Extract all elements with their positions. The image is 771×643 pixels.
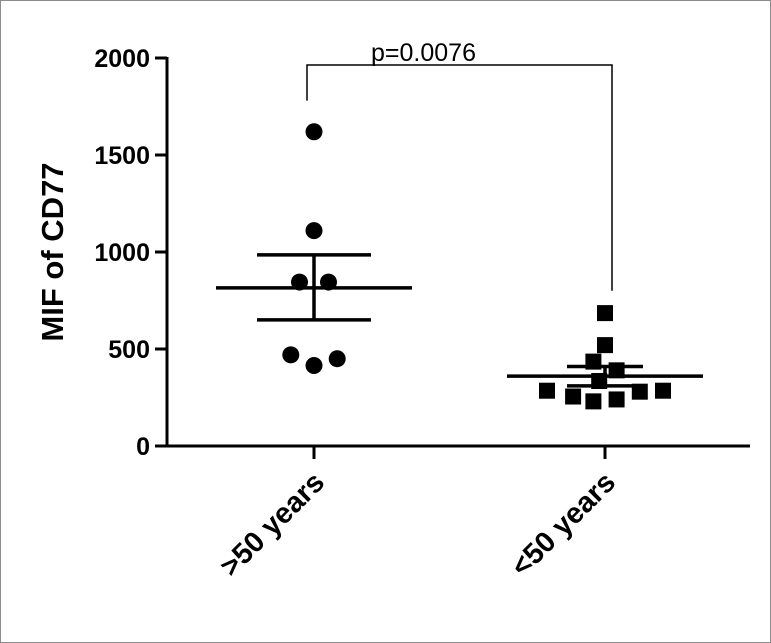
data-point — [631, 383, 648, 400]
significance-bracket — [306, 64, 613, 291]
data-point — [539, 382, 555, 399]
data-point — [608, 362, 625, 379]
data-point — [320, 273, 337, 291]
data-points — [282, 123, 671, 410]
data-point — [328, 350, 346, 368]
data-point — [305, 356, 323, 374]
y-tick-label: 1000 — [94, 239, 150, 267]
y-tick-label: 0 — [136, 433, 150, 461]
data-point — [597, 337, 613, 354]
y-tick-label: 500 — [108, 336, 150, 364]
data-point — [585, 353, 602, 370]
data-point — [282, 346, 300, 364]
data-point — [655, 382, 671, 399]
data-point — [305, 222, 323, 240]
significance-annotation: p=0.0076 — [306, 39, 613, 291]
y-tick-label: 2000 — [94, 45, 150, 73]
x-tick-label: <50 years — [505, 466, 622, 583]
data-point — [597, 305, 613, 322]
y-tick-label: 1500 — [94, 142, 150, 170]
x-tick-label: >50 years — [214, 466, 331, 583]
y-ticks: 0 500 1000 1500 2000 — [94, 45, 167, 461]
x-ticks: >50 years <50 years — [214, 446, 622, 583]
data-point — [608, 391, 625, 408]
data-point — [291, 273, 308, 291]
p-value-label: p=0.0076 — [371, 39, 476, 67]
data-point — [585, 393, 602, 410]
data-point — [565, 388, 582, 405]
data-point — [591, 373, 608, 390]
y-axis-title: MIF of CD77 — [35, 162, 70, 341]
error-bars — [216, 253, 703, 388]
data-point — [305, 123, 323, 141]
